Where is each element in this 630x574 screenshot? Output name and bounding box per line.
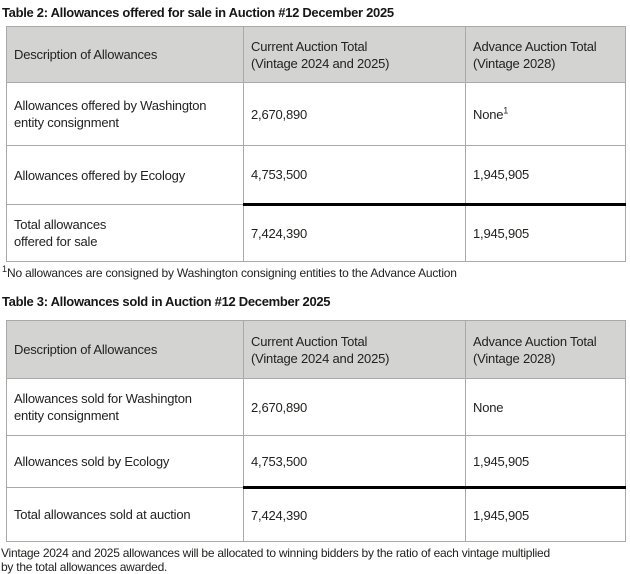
table3-cell-current-total: 7,424,390 bbox=[243, 486, 466, 542]
table2-footnote: 1No allowances are consigned by Washingt… bbox=[0, 262, 630, 281]
table3-cell-desc-total: Total allowances sold at auction bbox=[6, 487, 244, 542]
table2-row-washington-consignment: Allowances offered by Washington entity … bbox=[6, 82, 626, 146]
table2-row-ecology: Allowances offered by Ecology 4,753,500 … bbox=[6, 145, 626, 205]
table3-col-header-advance-auction: Advance Auction Total (Vintage 2028) bbox=[465, 320, 626, 379]
footnote-marker: 1 bbox=[2, 264, 8, 274]
table2-cell-advance-total: 1,945,905 bbox=[465, 203, 626, 262]
table2-cell-current-total: 7,424,390 bbox=[243, 203, 466, 262]
table2-col-header-description: Description of Allowances bbox=[6, 26, 244, 83]
footnote-text: No allowances are consigned by Washingto… bbox=[7, 266, 457, 280]
table3-row-ecology: Allowances sold by Ecology 4,753,500 1,9… bbox=[6, 435, 626, 488]
table2-header-row: Description of Allowances Current Auctio… bbox=[6, 26, 626, 83]
table3-header-row: Description of Allowances Current Auctio… bbox=[6, 320, 626, 379]
table2-cell-current-washington: 2,670,890 bbox=[243, 82, 466, 146]
vintage-allocation-note: Vintage 2024 and 2025 allowances will be… bbox=[1, 546, 550, 574]
table2-cell-desc-washington: Allowances offered by Washington entity … bbox=[6, 82, 244, 146]
table3-row-total: Total allowances sold at auction 7,424,3… bbox=[6, 486, 626, 542]
table2-cell-advance-ecology: 1,945,905 bbox=[465, 145, 626, 205]
footnote-marker: 1 bbox=[503, 105, 509, 116]
table3-allowances-sold: Description of Allowances Current Auctio… bbox=[6, 320, 626, 542]
table2-col-header-current-auction: Current Auction Total (Vintage 2024 and … bbox=[243, 26, 466, 83]
table3-row-washington-consignment: Allowances sold for Washington entity co… bbox=[6, 378, 626, 436]
table2-col-header-advance-auction: Advance Auction Total (Vintage 2028) bbox=[465, 26, 626, 83]
table3-title: Table 3: Allowances sold in Auction #12 … bbox=[2, 294, 331, 309]
table3-cell-advance-ecology: 1,945,905 bbox=[465, 435, 626, 488]
table3-cell-current-washington: 2,670,890 bbox=[243, 378, 466, 436]
table3-cell-desc-ecology: Allowances sold by Ecology bbox=[6, 435, 244, 488]
table3-col-header-description: Description of Allowances bbox=[6, 320, 244, 379]
table2-cell-desc-ecology: Allowances offered by Ecology bbox=[6, 145, 244, 205]
none-value: None bbox=[473, 106, 504, 122]
table2-cell-current-ecology: 4,753,500 bbox=[243, 145, 466, 205]
table3-col-header-current-auction: Current Auction Total (Vintage 2024 and … bbox=[243, 320, 466, 379]
table2-allowances-offered: Description of Allowances Current Auctio… bbox=[6, 26, 626, 262]
table2-title: Table 2: Allowances offered for sale in … bbox=[2, 5, 394, 20]
table3-cell-current-ecology: 4,753,500 bbox=[243, 435, 466, 488]
table3-cell-advance-total: 1,945,905 bbox=[465, 486, 626, 542]
table3-cell-desc-washington: Allowances sold for Washington entity co… bbox=[6, 378, 244, 436]
table3-cell-advance-washington: None bbox=[465, 378, 626, 436]
table2-row-total: Total allowances offered for sale 7,424,… bbox=[6, 203, 626, 262]
table2-cell-desc-total: Total allowances offered for sale bbox=[6, 204, 244, 262]
table2-cell-advance-washington: None1 bbox=[465, 82, 626, 146]
